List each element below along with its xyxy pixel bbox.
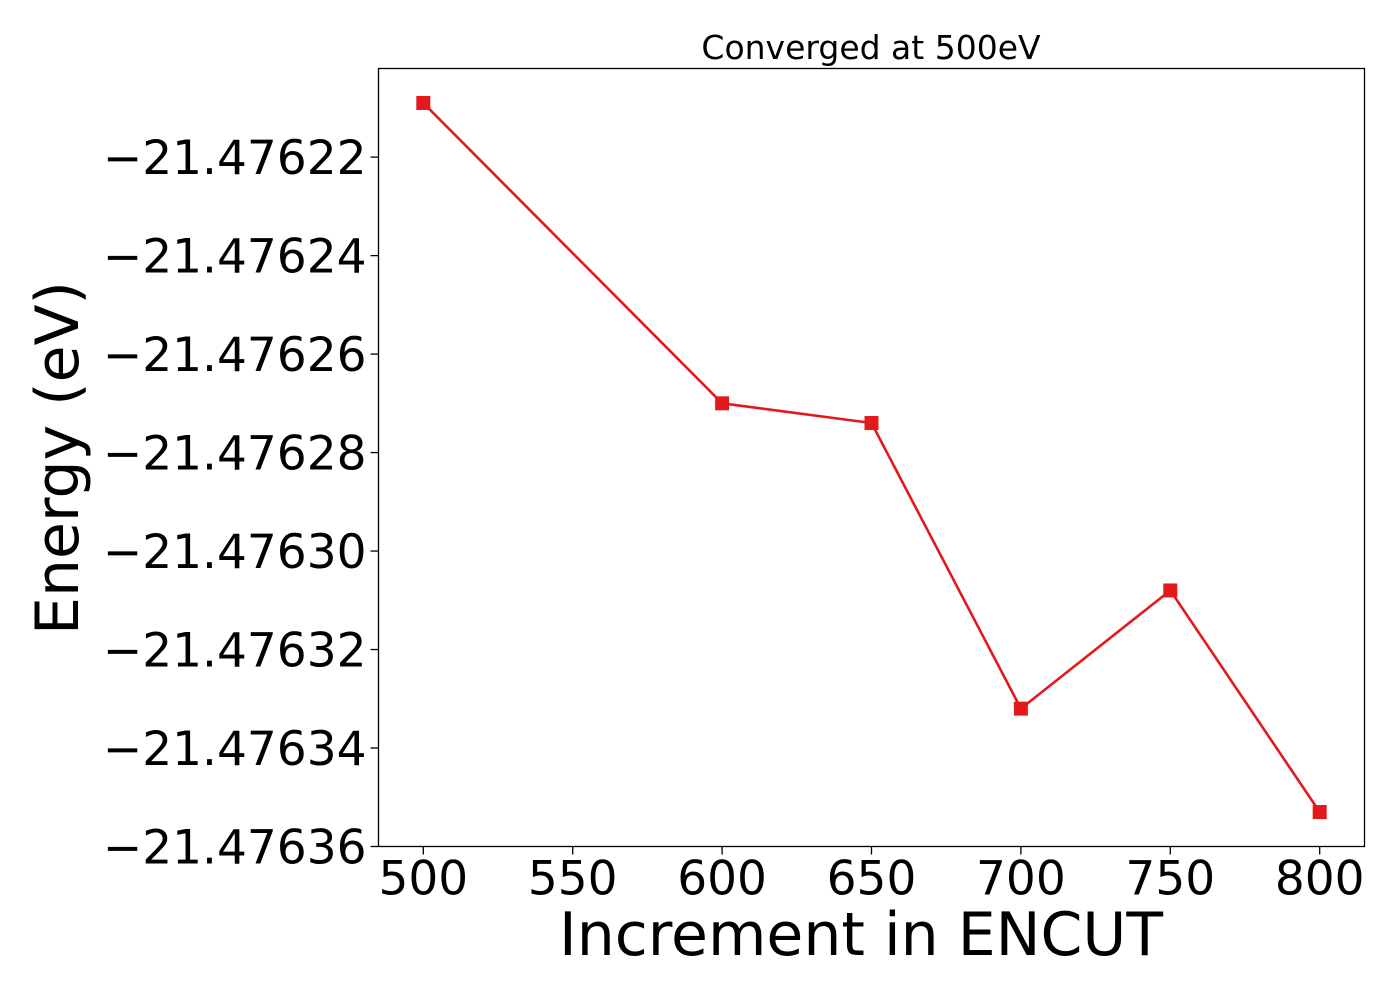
x-axis-label: Increment in ENCUT xyxy=(559,900,1163,970)
data-point-marker xyxy=(1312,805,1327,820)
y-axis: −21.47622 −21.47624 −21.47626 −21.47628 −21.… xyxy=(103,131,379,876)
y-tick-label: −21.47634 xyxy=(103,722,367,777)
x-tick-label: 800 xyxy=(1275,852,1365,907)
data-point-marker xyxy=(1163,583,1178,598)
x-tick-label: 700 xyxy=(976,852,1066,907)
y-axis-label: Energy (eV) xyxy=(23,281,93,635)
y-tick-label: −21.47622 xyxy=(103,131,367,186)
x-tick-label: 750 xyxy=(1125,852,1215,907)
y-tick-label: −21.47630 xyxy=(103,525,367,580)
data-point-marker xyxy=(715,396,730,411)
data-point-marker xyxy=(864,416,879,431)
y-tick-label: −21.47626 xyxy=(103,328,367,383)
y-tick-label: −21.47628 xyxy=(103,427,367,482)
x-tick-label: 650 xyxy=(827,852,917,907)
y-tick-label: −21.47636 xyxy=(103,821,367,876)
x-tick-label: 550 xyxy=(528,852,618,907)
data-point-marker xyxy=(416,95,431,110)
series-line xyxy=(422,102,1321,813)
plot-frame xyxy=(377,67,1366,848)
y-tick-label: −21.47632 xyxy=(103,624,367,679)
chart-title: Converged at 500eV xyxy=(701,28,1041,67)
plot-layer xyxy=(416,95,1327,820)
x-axis: 500 550 600 650 700 750 800 xyxy=(378,846,1365,907)
data-point-marker xyxy=(1013,701,1028,716)
x-tick-label: 600 xyxy=(677,852,767,907)
x-tick-label: 500 xyxy=(378,852,468,907)
y-tick-label: −21.47624 xyxy=(103,230,367,285)
